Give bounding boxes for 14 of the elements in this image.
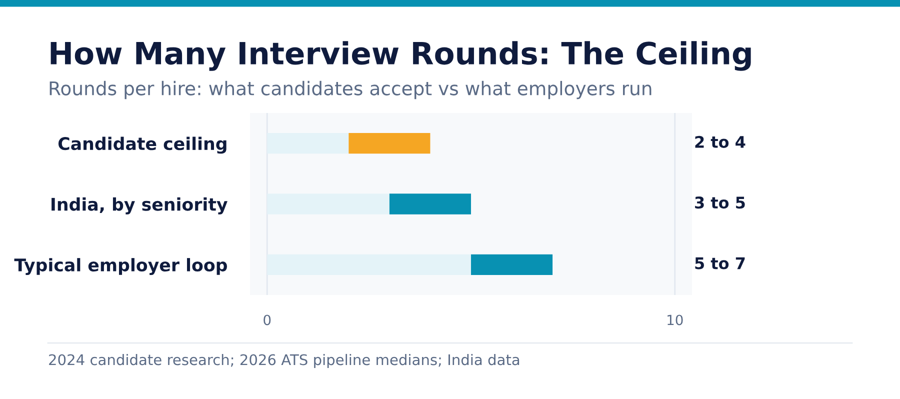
text: 2 to 4 — [695, 136, 746, 148]
y-tick-label: Candidate ceiling — [58, 136, 226, 154]
y-tick-label: Typical employer loop — [14, 258, 227, 276]
bar — [389, 194, 471, 214]
text: 2024 candidate research; 2026 ATS pipeline medians; India data — [49, 354, 520, 368]
text: 5 to 7 — [695, 257, 745, 270]
text: 3 to 5 — [695, 196, 745, 209]
bar — [348, 133, 430, 154]
chart-subtitle: Rounds per hire: what candidates accept vs what employers run — [50, 80, 652, 100]
x-tick-label: 0 — [264, 314, 271, 326]
y-tick-label: India, by seniority — [52, 197, 228, 214]
chart-title: How Many Interview Rounds: The Ceiling — [50, 41, 751, 71]
x-tick-label: 10 — [668, 314, 683, 326]
bar — [471, 254, 553, 275]
